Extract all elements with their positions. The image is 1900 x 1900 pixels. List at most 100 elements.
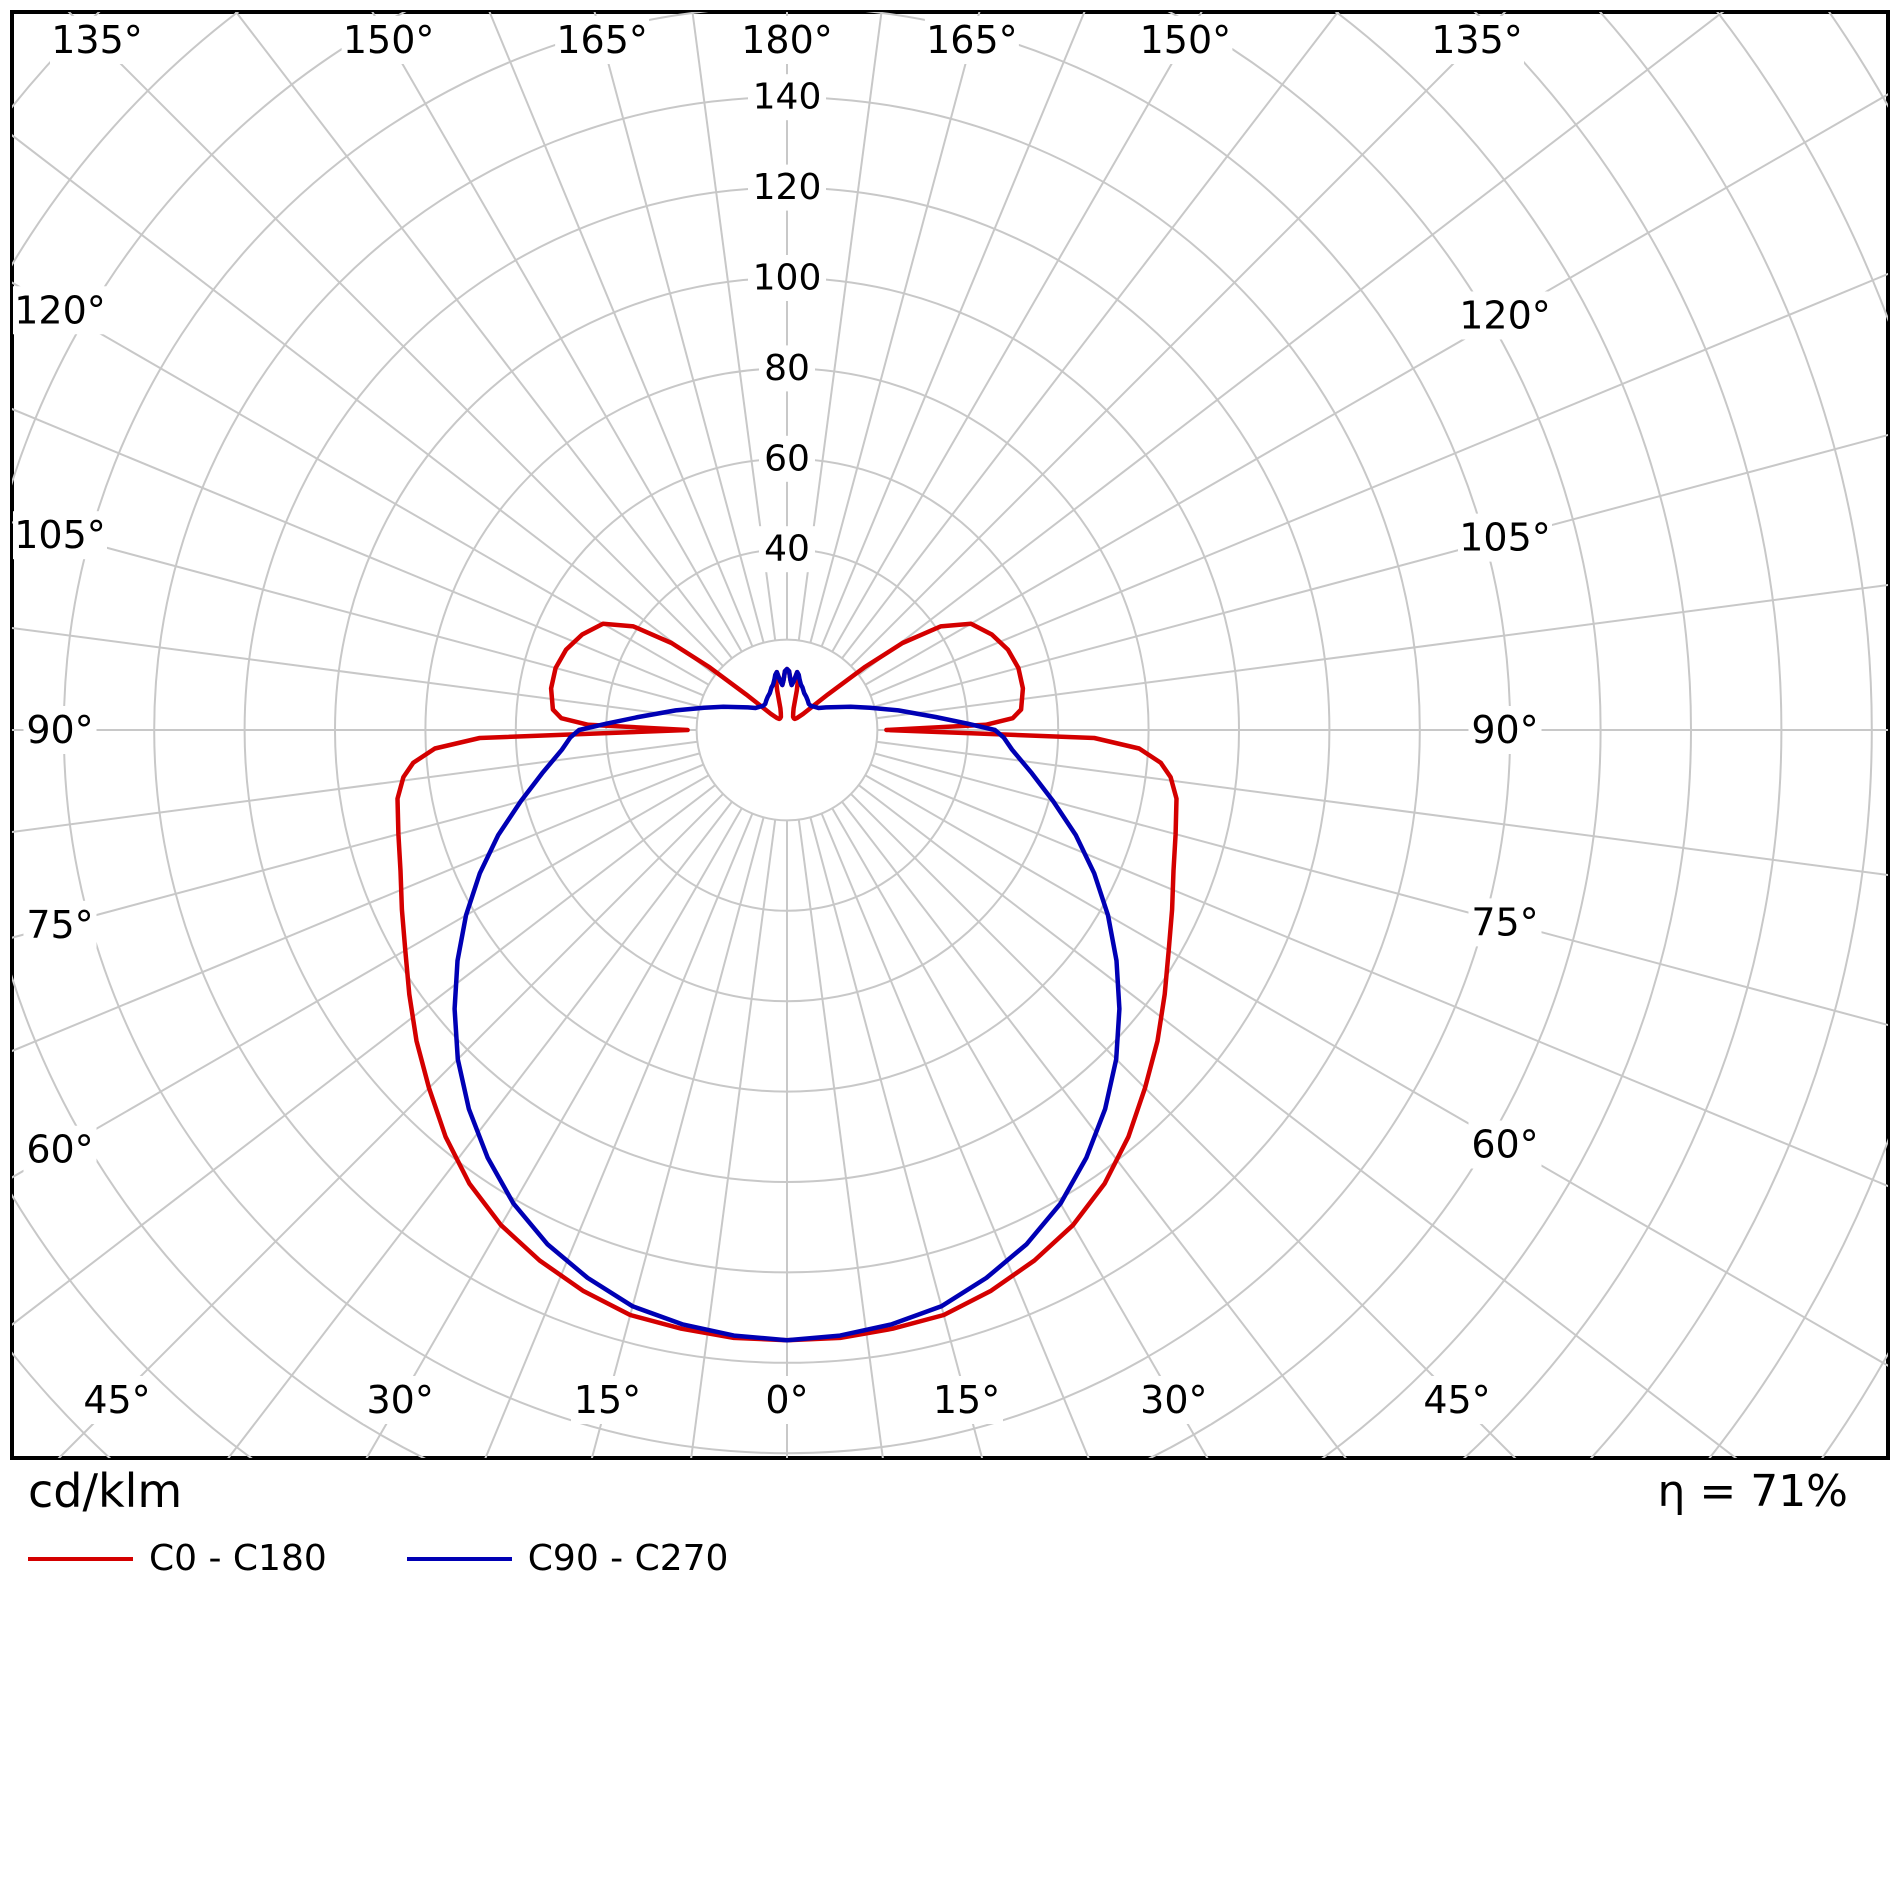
grid-spoke: [365, 807, 743, 1458]
angle-label-bg: [1138, 16, 1233, 64]
grid-spoke: [820, 813, 1090, 1458]
angle-label-bg: [13, 286, 107, 335]
radial-tick-bg: [759, 435, 815, 482]
angle-label-bg: [341, 16, 436, 64]
chart-frame: [10, 10, 1890, 1460]
angle-label-bg: [1468, 706, 1542, 754]
angle-label-bg: [80, 1376, 154, 1424]
grid-spoke: [864, 774, 1888, 1367]
angle-label: 120°: [14, 288, 106, 332]
grid-spoke: [831, 807, 1209, 1458]
grid-spoke: [820, 12, 1086, 647]
grid-spoke: [858, 784, 1738, 1458]
curve-c90-c270: [452, 666, 1122, 1343]
angle-label-bg: [555, 16, 650, 64]
radial-tick-bg: [759, 526, 815, 573]
radial-tick-label: 100: [753, 258, 822, 299]
angle-label-bg: [740, 16, 834, 64]
grid-spoke: [12, 763, 704, 1053]
grid-spoke: [876, 584, 1888, 720]
grid-spoke: [12, 281, 710, 686]
legend-line-swatch-blue: [406, 1556, 512, 1561]
angle-label-bg: [1430, 16, 1524, 64]
grid-spoke: [234, 12, 733, 659]
angle-label: 90°: [26, 708, 93, 752]
grid-spoke: [488, 12, 754, 647]
grid-spoke: [850, 793, 1517, 1458]
angle-label-bg: [1458, 513, 1552, 562]
angle-label-bg: [23, 900, 97, 949]
grid-spoke: [12, 774, 710, 1179]
radial-tick-bg: [759, 345, 815, 392]
grid-spoke: [67, 12, 724, 667]
radial-tick-label: 60: [764, 438, 810, 479]
angle-label-bg: [1468, 1120, 1542, 1169]
grid-spoke: [841, 12, 1340, 659]
grid-spoke: [371, 12, 743, 653]
angle-label: 0°: [765, 1378, 808, 1422]
angle-label-bg: [23, 706, 97, 754]
angle-label-bg: [13, 511, 107, 560]
angle-label: 75°: [1471, 900, 1538, 944]
units-label: cd/klm: [28, 1464, 183, 1518]
grid-spoke: [870, 272, 1888, 697]
radial-tick-bg: [748, 74, 826, 121]
grid-spoke: [593, 12, 765, 643]
grid-spoke: [227, 801, 733, 1458]
grid-spoke: [809, 817, 984, 1458]
grid-spoke: [831, 12, 1203, 653]
angle-label: 165°: [556, 18, 648, 62]
grid-spoke: [870, 763, 1888, 1188]
angle-label: 165°: [926, 18, 1018, 62]
grid-spoke: [809, 12, 981, 643]
grid-spoke: [864, 93, 1888, 686]
grid-spoke: [57, 793, 724, 1458]
grid-spoke: [590, 817, 765, 1458]
angle-label: 15°: [933, 1378, 1000, 1422]
angle-label: 180°: [741, 18, 833, 62]
grid-spoke: [12, 626, 698, 720]
legend: C0 - C180 C90 - C270: [28, 1538, 728, 1579]
grid-spoke: [876, 740, 1888, 876]
angle-label-bg: [570, 1376, 644, 1424]
grid-spoke: [690, 819, 777, 1458]
angle-label-bg: [50, 16, 144, 64]
angle-label: 60°: [1471, 1123, 1538, 1167]
grid-spoke: [12, 407, 704, 697]
angle-label-bg: [23, 1125, 97, 1174]
angle-label: 135°: [51, 18, 143, 62]
grid-spoke: [691, 12, 777, 641]
angle-label: 30°: [366, 1378, 433, 1422]
angle-label: 60°: [26, 1128, 93, 1172]
angle-label: 105°: [1459, 516, 1551, 560]
radial-tick-label: 80: [764, 348, 810, 389]
grid-spoke: [484, 813, 754, 1458]
angle-label-bg: [1468, 898, 1542, 947]
angle-label: 90°: [1471, 708, 1538, 752]
grid-spoke: [797, 819, 884, 1458]
angle-label-bg: [1137, 1376, 1211, 1424]
legend-label-c0-c180: C0 - C180: [149, 1538, 327, 1579]
radial-tick-bg: [748, 164, 826, 211]
angle-label: 120°: [1459, 293, 1551, 337]
legend-item-c90-c270: C90 - C270: [406, 1538, 728, 1579]
efficiency-label: η = 71%: [1657, 1466, 1848, 1517]
radial-tick-bg: [748, 255, 826, 301]
angle-label: 150°: [343, 18, 435, 62]
grid-spoke: [850, 12, 1507, 667]
angle-label: 15°: [574, 1378, 641, 1422]
angle-label: 105°: [14, 513, 106, 557]
grid-spoke: [12, 740, 698, 834]
angle-label: 45°: [83, 1378, 150, 1422]
grid-spoke: [841, 801, 1347, 1458]
angle-label: 135°: [1431, 18, 1523, 62]
angle-label: 45°: [1423, 1378, 1490, 1422]
grid-spoke: [12, 784, 716, 1326]
angle-label-bg: [761, 1376, 813, 1424]
grid-spoke: [797, 12, 883, 641]
legend-item-c0-c180: C0 - C180: [28, 1538, 327, 1579]
grid-spoke: [858, 12, 1725, 676]
angle-label-bg: [1420, 1376, 1494, 1424]
legend-line-swatch-red: [28, 1556, 133, 1561]
